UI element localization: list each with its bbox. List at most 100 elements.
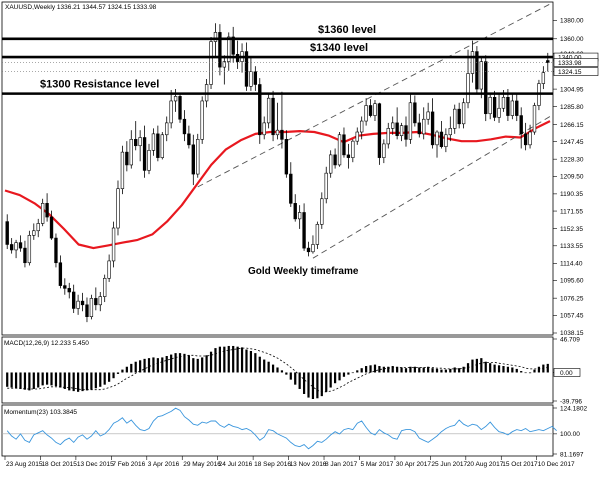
momentum-pane: Momentum(23) 103.3845 124.1802 100.00 81.1… — [1, 404, 587, 458]
candle-body — [289, 173, 293, 204]
macd-bar — [130, 363, 133, 373]
candle — [49, 210, 54, 240]
candle — [244, 42, 249, 91]
candle-body — [196, 139, 200, 175]
candle-body — [408, 102, 413, 140]
candle — [129, 130, 133, 169]
time-axis-label: 3 Apr 2016 — [148, 461, 180, 468]
macd-bar — [63, 372, 66, 389]
candle-body — [209, 41, 213, 85]
candle — [417, 113, 421, 138]
candle — [151, 128, 156, 156]
macd-bar — [94, 372, 97, 389]
candle-body — [404, 125, 408, 140]
candle-body — [253, 71, 258, 85]
macd-bar — [161, 357, 164, 373]
candle-body — [360, 120, 364, 133]
candle-body — [103, 277, 107, 297]
candle-body — [302, 212, 306, 249]
candle — [395, 107, 399, 140]
price-header: XAUUSD,Weekly 1336.21 1344.57 1324.15 13… — [5, 4, 157, 11]
macd-bar — [276, 367, 279, 373]
momentum-line — [6, 407, 557, 450]
candle — [89, 294, 94, 320]
macd-bar — [325, 372, 328, 392]
candle — [14, 239, 18, 259]
momentum-header: Momentum(23) 103.3845 — [4, 409, 77, 416]
candle-body — [156, 133, 160, 158]
time-axis-label: 23 Aug 2015 — [6, 461, 43, 468]
candle-body — [324, 172, 328, 200]
macd-bar — [165, 355, 168, 373]
candle — [27, 230, 32, 266]
candle — [408, 93, 413, 144]
macd-bar — [205, 355, 208, 373]
candle — [528, 124, 532, 149]
macd-bar — [147, 358, 151, 373]
time-axis-label: 30 Apr 2017 — [396, 461, 431, 468]
momentum-axis-label: 124.1802 — [560, 405, 587, 412]
candle-body — [72, 291, 76, 309]
candle-body — [262, 122, 266, 136]
macd-bar — [112, 372, 115, 379]
candle-body — [107, 260, 111, 279]
macd-bar — [378, 366, 381, 373]
candle-body — [311, 244, 315, 253]
candle — [262, 116, 266, 140]
price-axis-label: 1266.15 — [560, 122, 584, 129]
macd-bar — [19, 372, 22, 389]
macd-bar — [108, 372, 111, 382]
candle — [413, 95, 417, 127]
candle — [160, 132, 164, 160]
candle-body — [284, 139, 289, 175]
candle-body — [32, 230, 36, 236]
macd-bar — [444, 369, 447, 373]
macd-bar — [391, 366, 394, 373]
candle-body — [63, 285, 67, 289]
candle-body — [9, 244, 14, 251]
time-axis-label: 15 Oct 2017 — [502, 461, 538, 468]
candle-body — [488, 96, 492, 115]
macd-bar — [347, 372, 350, 375]
candle-body — [142, 137, 147, 171]
candle — [266, 93, 271, 129]
candle — [337, 132, 342, 167]
candle — [461, 98, 466, 129]
macd-bar — [41, 372, 44, 386]
candle-body — [315, 224, 320, 245]
candle-body — [515, 100, 519, 116]
candle — [218, 24, 222, 76]
candle-body — [364, 105, 368, 122]
candle — [289, 162, 293, 207]
macd-bar — [209, 351, 213, 373]
macd-header: MACD(12,26,9) 12.233 5.450 — [4, 340, 89, 347]
candle-body — [27, 235, 32, 264]
candle-body — [5, 221, 9, 245]
candle-body — [244, 51, 249, 87]
candle-body — [182, 118, 187, 135]
candle — [165, 116, 169, 142]
candle — [355, 127, 359, 145]
price-axis-label: 1095.60 — [560, 278, 584, 285]
price-axis-label: 1304.95 — [560, 86, 584, 93]
candle — [297, 205, 302, 229]
candle-body — [54, 237, 58, 264]
candle — [125, 141, 129, 172]
macd-bar — [506, 366, 510, 373]
candle — [120, 145, 125, 195]
candle — [351, 139, 355, 163]
candle-body — [36, 223, 40, 232]
candle-body — [444, 134, 448, 147]
macd-bar — [143, 358, 146, 373]
candle — [448, 116, 452, 142]
macd-bar — [360, 368, 363, 373]
candle — [457, 102, 461, 129]
candle — [399, 122, 404, 142]
candle — [364, 98, 368, 126]
price-pane-frame — [1, 1, 554, 336]
macd-bar — [431, 368, 434, 373]
macd-bar — [458, 368, 461, 373]
macd-bar — [311, 372, 315, 399]
macd-bar — [409, 366, 412, 373]
